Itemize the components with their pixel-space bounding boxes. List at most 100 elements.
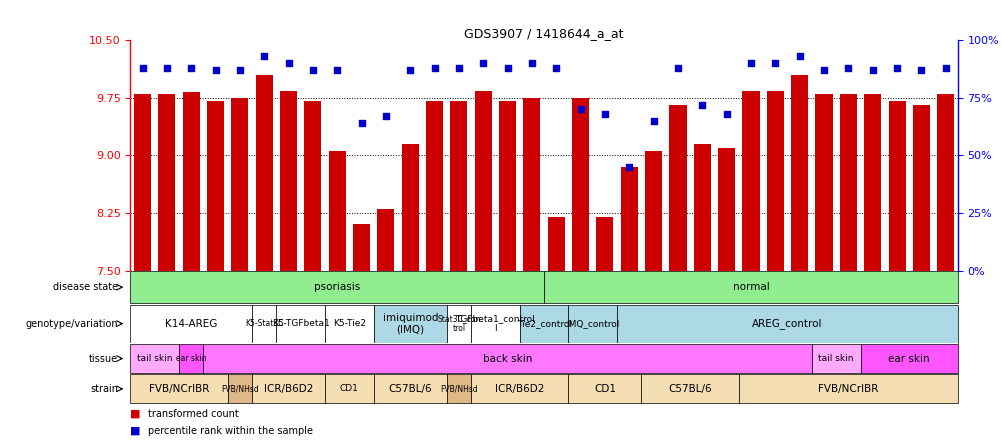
Bar xyxy=(446,305,471,343)
Text: FVB/NCrIBR: FVB/NCrIBR xyxy=(148,384,209,394)
Bar xyxy=(130,344,179,373)
Bar xyxy=(864,94,881,270)
Point xyxy=(281,59,297,67)
Bar xyxy=(936,94,953,270)
Bar xyxy=(767,91,784,270)
Bar xyxy=(571,98,588,270)
Text: IMQ_control: IMQ_control xyxy=(565,319,619,328)
Bar xyxy=(134,94,151,270)
Bar xyxy=(353,224,370,270)
Bar xyxy=(182,92,199,270)
Bar xyxy=(325,305,374,343)
Text: ear skin: ear skin xyxy=(888,353,929,364)
Point xyxy=(816,67,832,74)
Bar xyxy=(227,374,252,404)
Point xyxy=(742,59,759,67)
Text: psoriasis: psoriasis xyxy=(314,282,360,292)
Text: tail skin: tail skin xyxy=(137,354,172,363)
Bar xyxy=(791,75,808,270)
Text: AREG_control: AREG_control xyxy=(752,318,822,329)
Bar xyxy=(325,374,374,404)
Text: disease state: disease state xyxy=(53,282,118,292)
Bar xyxy=(130,374,227,404)
Bar xyxy=(377,209,394,270)
Bar xyxy=(519,305,568,343)
Bar xyxy=(179,344,203,373)
Text: FVB/NHsd: FVB/NHsd xyxy=(440,385,477,393)
Bar xyxy=(543,271,957,303)
Point xyxy=(791,52,807,59)
Text: FVB/NHsd: FVB/NHsd xyxy=(220,385,259,393)
Bar xyxy=(471,305,519,343)
Point xyxy=(888,64,904,71)
Point xyxy=(475,59,491,67)
Bar xyxy=(596,217,613,270)
Text: tail skin: tail skin xyxy=(818,354,853,363)
Bar xyxy=(644,151,661,270)
Text: C57BL/6: C57BL/6 xyxy=(667,384,711,394)
Text: normal: normal xyxy=(731,282,769,292)
Bar xyxy=(693,144,710,270)
Bar xyxy=(471,374,568,404)
Point xyxy=(158,64,174,71)
Bar xyxy=(329,151,346,270)
Bar xyxy=(446,374,471,404)
Bar xyxy=(277,305,325,343)
Point xyxy=(499,64,515,71)
Bar xyxy=(252,305,277,343)
Text: K5-Stat3C: K5-Stat3C xyxy=(244,319,284,328)
Text: CD1: CD1 xyxy=(593,384,615,394)
Point xyxy=(864,67,880,74)
Point xyxy=(426,64,442,71)
Point xyxy=(645,117,661,124)
Text: strain: strain xyxy=(90,384,118,394)
Text: K5-TGFbeta1: K5-TGFbeta1 xyxy=(272,319,330,328)
Point xyxy=(329,67,345,74)
Point xyxy=(767,59,783,67)
Bar xyxy=(499,101,516,270)
Point xyxy=(693,101,709,108)
Text: FVB/NCrIBR: FVB/NCrIBR xyxy=(818,384,878,394)
Point xyxy=(305,67,321,74)
Bar xyxy=(523,98,540,270)
Bar xyxy=(888,101,905,270)
Bar xyxy=(130,305,252,343)
Bar xyxy=(815,94,832,270)
Bar xyxy=(256,75,273,270)
Text: C57BL/6: C57BL/6 xyxy=(388,384,432,394)
Point xyxy=(402,67,418,74)
Point xyxy=(548,64,564,71)
Point xyxy=(913,67,929,74)
Bar xyxy=(374,305,446,343)
Point xyxy=(937,64,953,71)
Text: K14-AREG: K14-AREG xyxy=(165,319,217,329)
Text: genotype/variation: genotype/variation xyxy=(25,319,118,329)
Point xyxy=(183,64,199,71)
Bar xyxy=(280,91,297,270)
Text: percentile rank within the sample: percentile rank within the sample xyxy=(148,426,314,436)
Bar xyxy=(231,98,248,270)
Bar xyxy=(304,101,321,270)
Point xyxy=(840,64,856,71)
Text: ICR/B6D2: ICR/B6D2 xyxy=(264,384,313,394)
Point xyxy=(451,64,467,71)
Text: transformed count: transformed count xyxy=(148,409,238,419)
Bar xyxy=(568,305,616,343)
Bar xyxy=(860,344,957,373)
Bar xyxy=(616,305,957,343)
Bar xyxy=(158,94,175,270)
Text: K5-Tie2: K5-Tie2 xyxy=(333,319,366,328)
Bar xyxy=(620,167,637,270)
Bar xyxy=(912,105,929,270)
Bar xyxy=(741,91,759,270)
Bar xyxy=(641,374,738,404)
Point xyxy=(134,64,150,71)
Bar xyxy=(402,144,419,270)
Text: imiquimod
(IMQ): imiquimod (IMQ) xyxy=(382,313,438,334)
Bar xyxy=(547,217,564,270)
Title: GDS3907 / 1418644_a_at: GDS3907 / 1418644_a_at xyxy=(464,27,623,40)
Point xyxy=(596,110,612,117)
Bar xyxy=(374,374,446,404)
Bar xyxy=(203,344,811,373)
Text: TGFbeta1_control
l: TGFbeta1_control l xyxy=(455,314,535,333)
